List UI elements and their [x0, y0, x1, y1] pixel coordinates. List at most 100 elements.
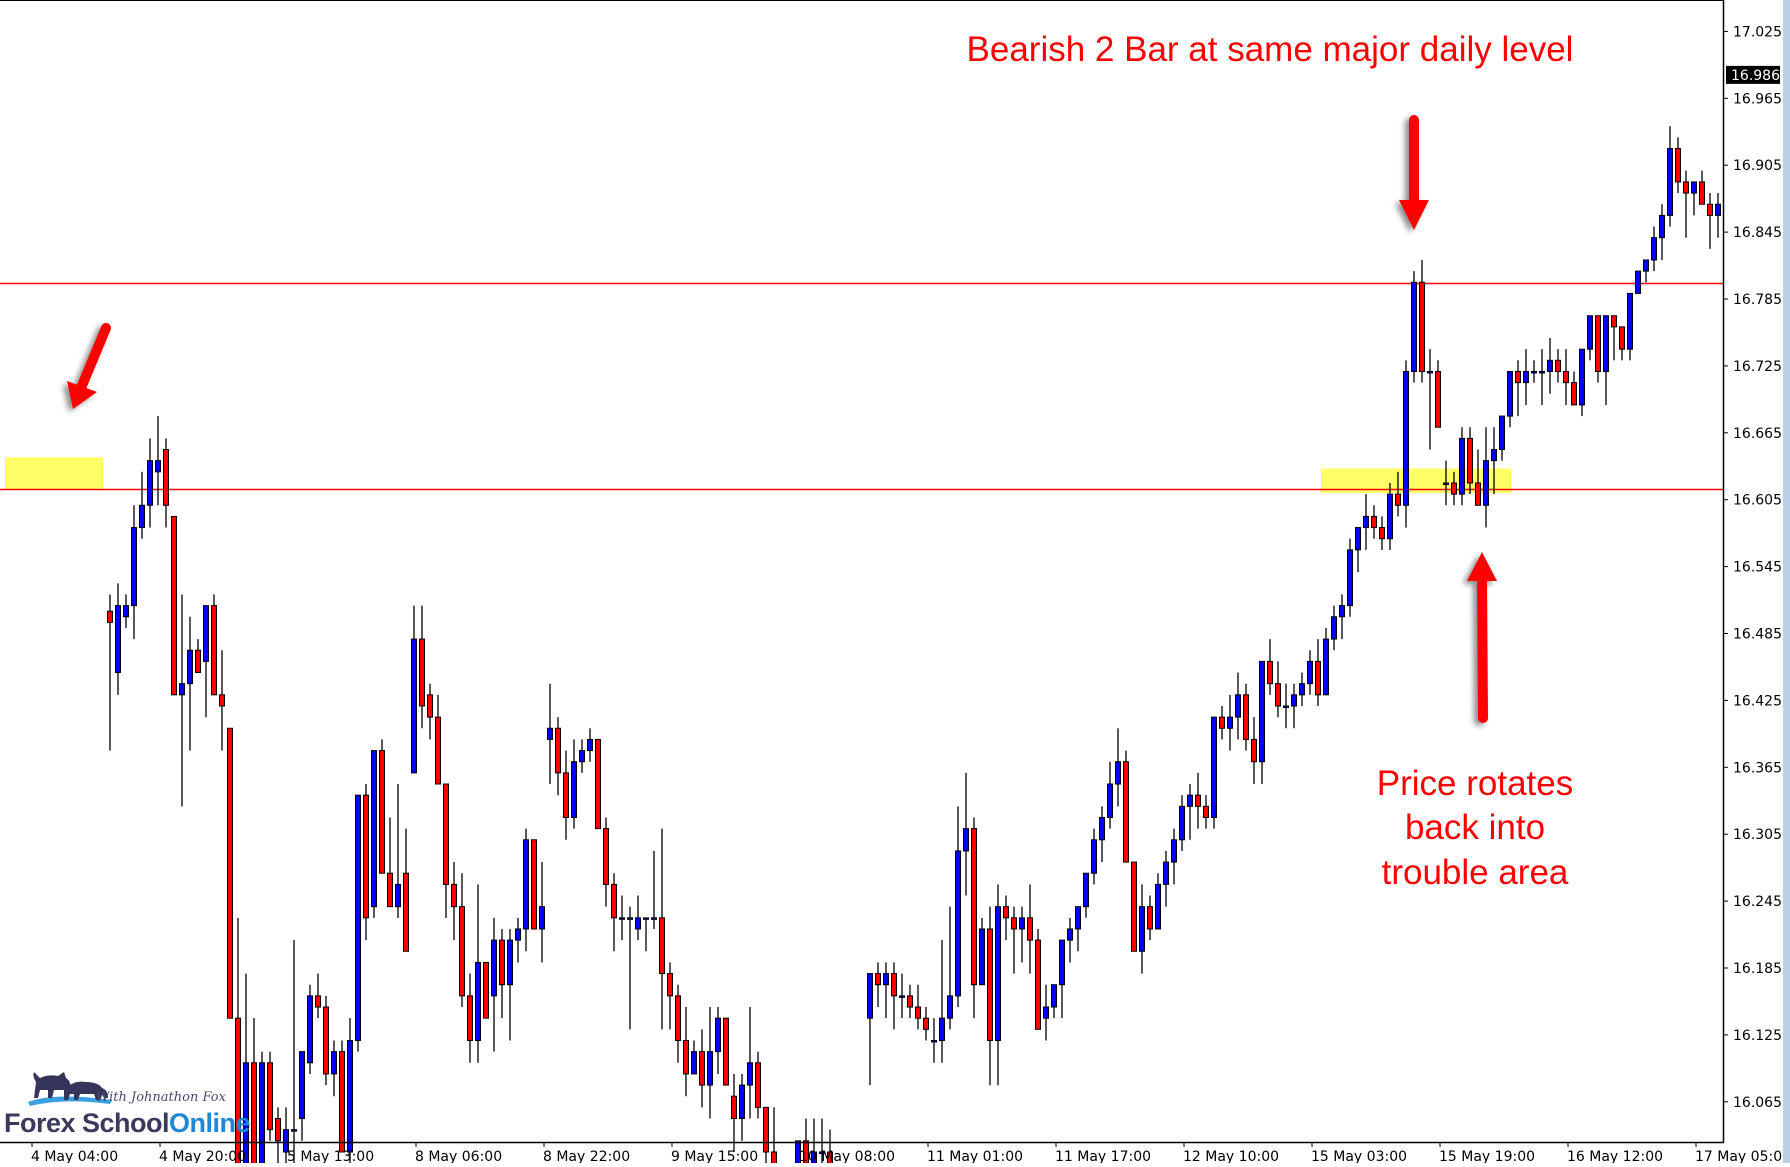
candle — [163, 438, 169, 528]
candle — [1395, 471, 1401, 517]
candle — [387, 817, 393, 908]
candle — [1091, 828, 1097, 885]
candle — [603, 817, 609, 907]
candle — [459, 873, 465, 1008]
candle — [979, 917, 985, 986]
candle — [379, 739, 385, 874]
candle — [1643, 259, 1649, 283]
candle — [667, 962, 673, 1030]
candle — [1115, 728, 1121, 807]
candle — [755, 1051, 761, 1119]
candle — [219, 650, 225, 751]
candle — [523, 828, 529, 952]
candle — [723, 1017, 729, 1086]
price-tick-label: 16.245 — [1733, 894, 1782, 910]
logo-wordmark: Forex SchoolOnline — [4, 1108, 251, 1139]
time-tick-label: 12 May 10:00 — [1183, 1149, 1279, 1163]
price-tick-label: 16.185 — [1733, 961, 1782, 977]
candle — [339, 1040, 345, 1153]
candle — [1619, 326, 1625, 361]
candle — [491, 917, 497, 1052]
candle — [1595, 315, 1601, 383]
candle — [347, 1018, 353, 1164]
candle — [1027, 884, 1033, 974]
logo-name-part1: Forex School — [4, 1108, 170, 1138]
time-tick-label: 4 May 20:00 — [159, 1149, 246, 1163]
candle — [1275, 661, 1281, 718]
candle — [1323, 627, 1329, 696]
candle — [1491, 427, 1497, 495]
candle — [747, 1007, 753, 1119]
candle — [1155, 873, 1161, 930]
candle — [1515, 360, 1521, 417]
current-price-value: 16.986 — [1731, 68, 1780, 84]
candle — [883, 962, 889, 1019]
candle — [1419, 259, 1425, 383]
time-tick-label: 8 May 22:00 — [543, 1149, 630, 1163]
candle — [1363, 494, 1369, 550]
candle — [931, 1018, 937, 1063]
candle — [131, 505, 137, 640]
current-price-label: 16.986 — [1726, 65, 1780, 84]
candle — [675, 984, 681, 1063]
time-tick-label: 11 May 17:00 — [1055, 1149, 1151, 1163]
candle — [1083, 872, 1089, 918]
candle — [235, 917, 241, 1167]
candle — [299, 1051, 305, 1141]
candle — [1283, 683, 1289, 729]
candle — [771, 1107, 777, 1167]
price-axis[interactable]: 17.025 16.965 16.905 16.845 16.785 16.725 16.6… — [1723, 24, 1782, 1111]
candle — [1339, 594, 1345, 640]
candle — [915, 984, 921, 1030]
candle — [227, 727, 233, 1019]
candle — [1667, 126, 1673, 227]
candle — [955, 806, 961, 1008]
candle — [1683, 170, 1689, 238]
candle — [939, 940, 945, 1063]
candle — [1587, 315, 1593, 361]
time-axis[interactable]: 4 May 04:00 4 May 20:00 5 May 13:00 8 May 0… — [31, 1142, 1790, 1165]
candle — [1443, 460, 1449, 506]
candle — [1611, 315, 1617, 361]
candle — [739, 1073, 745, 1141]
candle — [1019, 906, 1025, 963]
candle — [1067, 917, 1073, 963]
candle — [371, 750, 377, 918]
candle — [411, 605, 417, 774]
candle — [531, 839, 537, 930]
candle — [587, 728, 593, 762]
window-scrollbar-strip[interactable] — [1783, 0, 1790, 1163]
candle — [483, 961, 489, 1019]
candle — [731, 1073, 737, 1152]
candle — [1371, 505, 1377, 539]
candle — [1211, 716, 1217, 829]
candle — [195, 639, 201, 674]
candle — [395, 784, 401, 918]
candle — [1435, 360, 1441, 428]
candle — [1011, 906, 1017, 974]
candle — [1355, 527, 1361, 573]
candle — [707, 1007, 713, 1119]
price-tick-label: 16.065 — [1733, 1095, 1782, 1111]
candle — [659, 828, 665, 1030]
candle — [315, 973, 321, 1019]
candle — [635, 895, 641, 941]
candle — [1603, 315, 1609, 405]
highlight-zones — [5, 457, 1511, 494]
candle — [307, 984, 313, 1074]
candle — [571, 739, 577, 829]
candle — [507, 928, 513, 1041]
time-tick-label: 17 May 05:00 — [1695, 1149, 1790, 1163]
candle — [1627, 292, 1633, 361]
candle — [499, 928, 505, 1019]
forex-school-online-logo: With Johnathon Fox Forex SchoolOnline — [4, 1068, 251, 1140]
candle — [1099, 806, 1105, 863]
candle — [467, 973, 473, 1063]
candle — [1163, 850, 1169, 907]
candle — [419, 605, 425, 729]
candle — [1579, 348, 1585, 417]
candle — [875, 962, 881, 1008]
price-tick-label: 16.305 — [1733, 827, 1782, 843]
